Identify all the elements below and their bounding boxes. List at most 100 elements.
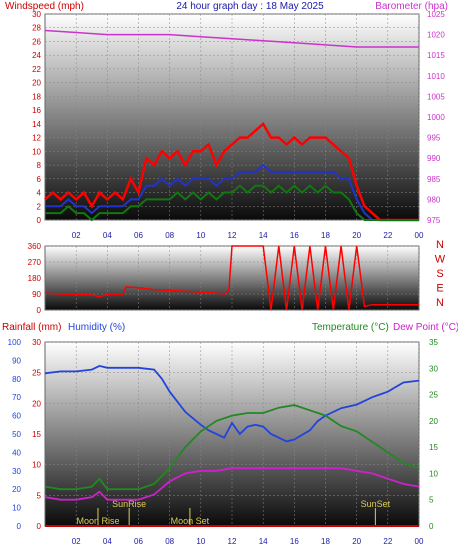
event-marker-label: SunSet [361, 499, 391, 509]
compass-direction-label: W [435, 254, 446, 266]
dewpoint-line [44, 467, 420, 501]
wind-y-tick-label: 4 [37, 189, 42, 198]
rain-y-tick-label: 10 [32, 461, 41, 470]
wind-title: Windspeed (mph) [5, 1, 84, 12]
temperature-y-tick-label: 10 [429, 469, 438, 478]
temperature-y-tick-label: 15 [429, 443, 438, 452]
humidity-title: Humidity (%) [68, 322, 125, 333]
temperature-y-tick-label: 5 [429, 496, 434, 505]
temperature-y-tick-label: 35 [429, 338, 438, 347]
wind-x-tick-label: 18 [321, 231, 330, 240]
direction-y-tick-label: 0 [37, 306, 42, 315]
wind-y-tick-label: 12 [32, 134, 41, 143]
climate-panel: Rainfall (mm) Humidity (%) Temperature (… [2, 322, 458, 546]
wind-gust-line [44, 121, 419, 222]
wind-y-tick-label: 0 [37, 216, 42, 225]
wind-plot-area [44, 13, 420, 221]
climate-x-tick-label: 00 [415, 537, 424, 546]
wind-y-tick-label: 28 [32, 24, 41, 33]
rain-y-tick-label: 0 [37, 522, 42, 531]
humidity-y-tick-label: 50 [12, 430, 21, 439]
temperature-line [44, 404, 420, 491]
compass-direction-label: N [436, 297, 444, 309]
wind-x-tick-label: 16 [290, 231, 299, 240]
barometer-line [44, 29, 419, 48]
climate-x-tick-label: 10 [196, 537, 205, 546]
wind-x-tick-label: 04 [103, 231, 112, 240]
temperature-y-tick-label: 30 [429, 364, 438, 373]
wind-x-tick-label: 00 [415, 231, 424, 240]
wind-y-tick-label: 6 [37, 175, 42, 184]
wind-low-line [45, 184, 419, 222]
climate-x-tick-label: 14 [259, 537, 268, 546]
humidity-y-tick-label: 20 [12, 485, 21, 494]
climate-x-tick-label: 16 [290, 537, 299, 546]
temperature-title: Temperature (°C) [312, 322, 389, 333]
wind-y-tick-label: 16 [32, 106, 41, 115]
wind-x-tick-label: 22 [383, 231, 392, 240]
wind-average-line [45, 163, 419, 221]
humidity-y-tick-label: 100 [8, 338, 22, 347]
humidity-line [44, 364, 420, 443]
humidity-y-tick-label: 80 [12, 375, 21, 384]
compass-direction-label: N [436, 239, 444, 251]
wind-x-tick-label: 20 [352, 231, 361, 240]
humidity-y-tick-label: 40 [12, 448, 21, 457]
compass-direction-label: S [436, 268, 443, 280]
wind-y-tick-label: 26 [32, 37, 41, 46]
compass-direction-label: E [436, 283, 443, 295]
wind-y-tick-label: 24 [32, 51, 41, 60]
wind-y-tick-label: 2 [37, 202, 42, 211]
temperature-y-tick-label: 0 [429, 522, 434, 531]
humidity-y-tick-label: 60 [12, 412, 21, 421]
climate-x-tick-label: 08 [165, 537, 174, 546]
wind-y-tick-label: 20 [32, 79, 41, 88]
wind-x-tick-label: 06 [134, 231, 143, 240]
wind-direction-line [44, 245, 419, 311]
direction-y-tick-label: 360 [28, 242, 42, 251]
climate-x-tick-label: 06 [134, 537, 143, 546]
wind-y-tick-label: 10 [32, 147, 41, 156]
climate-x-tick-label: 12 [228, 537, 237, 546]
graph-date-title: 24 hour graph day : 18 May 2025 [176, 1, 324, 12]
direction-y-tick-label: 180 [28, 274, 42, 283]
wind-y-tick-label: 14 [32, 120, 41, 129]
barometer-y-tick-label: 980 [427, 195, 441, 204]
climate-x-tick-label: 18 [321, 537, 330, 546]
barometer-y-tick-label: 1025 [427, 10, 445, 19]
rain-y-tick-label: 20 [32, 399, 41, 408]
dewpoint-title: Dew Point (°C) [393, 322, 458, 333]
wind-x-tick-label: 14 [259, 231, 268, 240]
event-marker-label: Moon Rise [76, 516, 119, 526]
event-marker-label: Moon Set [171, 516, 210, 526]
event-marker-label: SunRise [112, 499, 146, 509]
humidity-y-tick-label: 70 [12, 393, 21, 402]
climate-x-tick-label: 04 [103, 537, 112, 546]
humidity-y-tick-label: 10 [12, 504, 21, 513]
barometer-y-tick-label: 1010 [427, 72, 445, 81]
barometer-y-tick-label: 985 [427, 175, 441, 184]
wind-y-tick-label: 30 [32, 10, 41, 19]
wind-x-tick-label: 08 [165, 231, 174, 240]
rain-y-tick-label: 30 [32, 338, 41, 347]
wind-y-tick-label: 22 [32, 65, 41, 74]
barometer-y-tick-label: 1015 [427, 51, 445, 60]
rain-y-tick-label: 15 [32, 430, 41, 439]
wind-y-tick-label: 8 [37, 161, 42, 170]
barometer-y-tick-label: 975 [427, 216, 441, 225]
climate-x-tick-label: 02 [72, 537, 81, 546]
barometer-y-tick-label: 995 [427, 134, 441, 143]
humidity-y-tick-label: 0 [17, 522, 22, 531]
barometer-title: Barometer (hpa) [375, 1, 448, 12]
wind-x-tick-label: 12 [228, 231, 237, 240]
climate-x-tick-label: 22 [383, 537, 392, 546]
temperature-y-tick-label: 20 [429, 417, 438, 426]
climate-x-tick-label: 20 [352, 537, 361, 546]
wind-x-tick-label: 02 [72, 231, 81, 240]
barometer-y-tick-label: 1020 [427, 31, 445, 40]
barometer-y-tick-label: 1000 [427, 113, 445, 122]
temperature-y-tick-label: 25 [429, 391, 438, 400]
rain-y-tick-label: 5 [37, 491, 42, 500]
barometer-y-tick-label: 1005 [427, 92, 445, 101]
